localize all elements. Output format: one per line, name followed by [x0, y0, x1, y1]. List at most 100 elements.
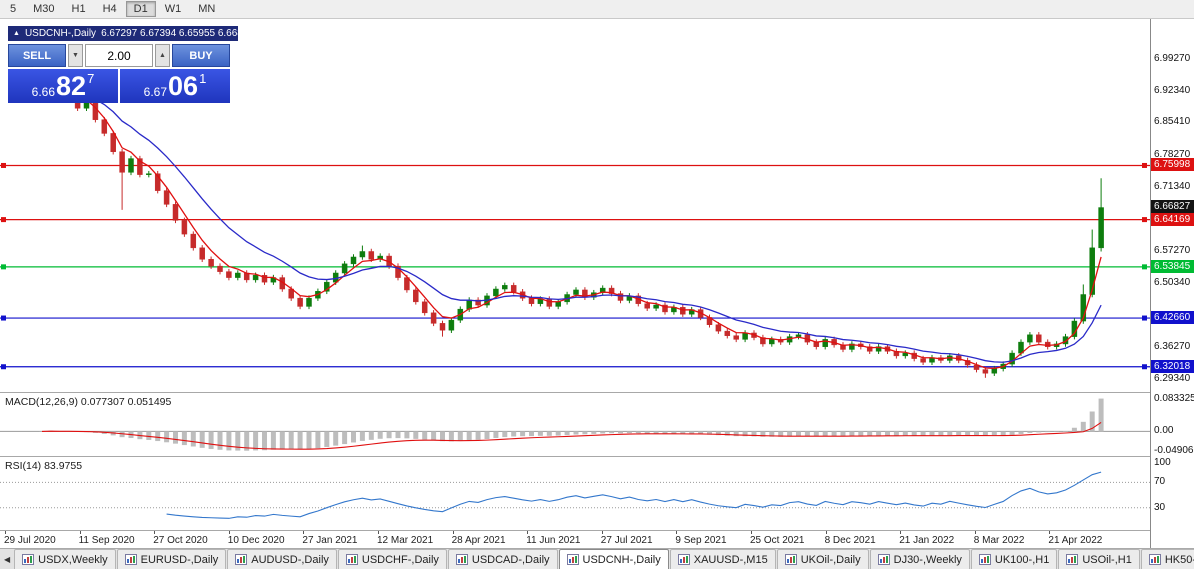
line-endpoint-handle[interactable] [1142, 264, 1147, 270]
volume-decrease-button[interactable]: ▼ [68, 44, 83, 67]
chart-tab[interactable]: USDX,Weekly [14, 549, 116, 569]
date-axis-label: 8 Mar 2022 [973, 535, 1025, 546]
sell-button[interactable]: SELL [8, 44, 66, 67]
macd-axis-label: -0.049068 [1154, 444, 1194, 456]
line-endpoint-handle[interactable] [1, 162, 6, 168]
macd-pane[interactable] [0, 393, 1150, 456]
chart-icon [877, 554, 890, 565]
date-axis-label: 27 Jan 2021 [302, 535, 358, 546]
price-line-badge: 6.53845 [1151, 259, 1194, 273]
chart-tab-bar: ◀ USDX,Weekly EURUSD-,Daily AUDUSD-,Daily U… [0, 548, 1194, 569]
price-line-badge: 6.32018 [1151, 359, 1194, 373]
chart-icon [235, 554, 248, 565]
timeframe-toolbar: 5 M30 H1 H4 D1 W1 MN [0, 0, 1194, 19]
line-endpoint-handle[interactable] [1, 364, 6, 370]
line-endpoint-handle[interactable] [1, 264, 6, 270]
chart-tab-label: USDCAD-,Daily [471, 553, 550, 566]
line-endpoint-handle[interactable] [1142, 217, 1147, 223]
sell-price-pip: 7 [87, 71, 95, 86]
date-axis-label: 9 Sep 2021 [675, 535, 727, 546]
chart-tab[interactable]: XAUUSD-,M15 [669, 549, 776, 569]
chart-icon [677, 554, 690, 565]
date-axis-label: 25 Oct 2021 [750, 535, 805, 546]
price-axis-label: 6.50340 [1154, 276, 1191, 288]
line-endpoint-handle[interactable] [1, 315, 6, 321]
chart-tab-label: HK50- [1164, 553, 1194, 566]
pane-separator[interactable] [0, 392, 1194, 393]
chart-tab[interactable]: USOil-,H1 [1058, 549, 1140, 569]
chart-tab[interactable]: UK100-,H1 [970, 549, 1058, 569]
timeframe-button-5[interactable]: 5 [10, 3, 17, 15]
volume-increase-button[interactable]: ▲ [155, 44, 170, 67]
chart-tab[interactable]: AUDUSD-,Daily [227, 549, 337, 569]
chart-title-bar[interactable]: ▲ USDCNH-,Daily 6.67297 6.67394 6.65955 … [8, 26, 238, 41]
chart-icon [1148, 554, 1161, 565]
buy-button[interactable]: BUY [172, 44, 230, 67]
line-endpoint-handle[interactable] [1142, 315, 1147, 321]
chart-tab-label: USDCHF-,Daily [361, 553, 439, 566]
chart-tab-label: USOil-,H1 [1082, 553, 1132, 566]
chart-icon [455, 554, 468, 565]
chart-tab[interactable]: EURUSD-,Daily [116, 549, 227, 569]
chart-tab-label: XAUUSD-,M15 [693, 553, 768, 566]
chart-tab[interactable]: HK50- [1140, 549, 1194, 569]
price-axis[interactable]: 6.99270 6.92340 6.85410 6.78270 6.71340 6.572… [1150, 19, 1194, 548]
chart-tab-label: UKOil-,Daily [800, 553, 861, 566]
date-axis-label: 11 Sep 2020 [78, 535, 135, 546]
pane-separator[interactable] [0, 530, 1194, 531]
price-axis-label: 6.36270 [1154, 341, 1191, 353]
price-axis-label: 6.92340 [1154, 84, 1191, 96]
chart-tab[interactable]: USDCHF-,Daily [337, 549, 447, 569]
macd-axis-label: 0.083325 [1154, 392, 1194, 404]
chart-tab[interactable]: UKOil-,Daily [776, 549, 869, 569]
date-axis-label: 27 Oct 2020 [153, 535, 208, 546]
date-axis-label: 29 Jul 2020 [4, 535, 56, 546]
macd-histogram [39, 398, 1104, 451]
rsi-pane[interactable] [0, 457, 1150, 530]
volume-input[interactable] [85, 44, 153, 67]
pane-separator[interactable] [0, 456, 1194, 457]
chart-tab[interactable]: USDCNH-,Daily [558, 549, 669, 569]
buy-price-prefix: 6.67 [143, 85, 168, 99]
chart-tab[interactable]: DJ30-,Weekly [869, 549, 970, 569]
timeframe-button-H4[interactable]: H4 [102, 3, 117, 15]
chart-title: USDCNH-,Daily [24, 28, 97, 39]
date-tick [154, 531, 156, 534]
date-axis[interactable]: 29 Jul 2020 11 Sep 2020 27 Oct 2020 10 Dec … [0, 531, 1150, 548]
timeframe-button-M30[interactable]: M30 [33, 3, 55, 15]
date-tick [601, 531, 603, 534]
line-endpoint-handle[interactable] [1, 217, 6, 223]
moving-average-line [41, 88, 1102, 369]
date-tick [751, 531, 752, 534]
date-axis-label: 8 Dec 2021 [824, 535, 876, 546]
date-tick [228, 531, 230, 534]
timeframe-button-D1[interactable]: D1 [125, 1, 156, 17]
buy-price-big: 06 [168, 71, 199, 101]
chart-icon [978, 554, 991, 565]
timeframe-button-W1[interactable]: W1 [164, 3, 182, 15]
date-tick [900, 531, 902, 534]
date-tick [974, 531, 976, 534]
date-axis-label: 21 Jan 2022 [899, 535, 955, 546]
buy-price-display[interactable]: 6.67 06 1 [120, 69, 230, 103]
rsi-axis-label: 100 [1154, 457, 1171, 469]
price-chart-pane[interactable] [0, 19, 1150, 392]
price-axis-label: 6.99270 [1154, 52, 1191, 64]
price-axis-label: 6.78270 [1154, 149, 1191, 161]
chart-icon [345, 554, 358, 565]
timeframe-button-MN[interactable]: MN [198, 3, 216, 15]
sell-price-display[interactable]: 6.66 82 7 [8, 69, 118, 103]
scroll-left-icon[interactable]: ◀ [4, 555, 11, 564]
date-tick [5, 531, 6, 534]
line-endpoint-handle[interactable] [1142, 162, 1147, 168]
line-endpoint-handle[interactable] [1142, 364, 1147, 370]
chart-icon [784, 554, 797, 565]
chevron-up-icon: ▲ [159, 52, 166, 59]
rsi-axis-label: 30 [1154, 501, 1166, 513]
chart-tab[interactable]: USDCAD-,Daily [447, 549, 558, 569]
timeframe-button-H1[interactable]: H1 [71, 3, 86, 15]
collapse-icon[interactable]: ▲ [13, 30, 20, 37]
rsi-line [166, 471, 1102, 519]
macd-signal-line [41, 421, 1102, 450]
date-axis-label: 21 Apr 2022 [1048, 535, 1103, 546]
